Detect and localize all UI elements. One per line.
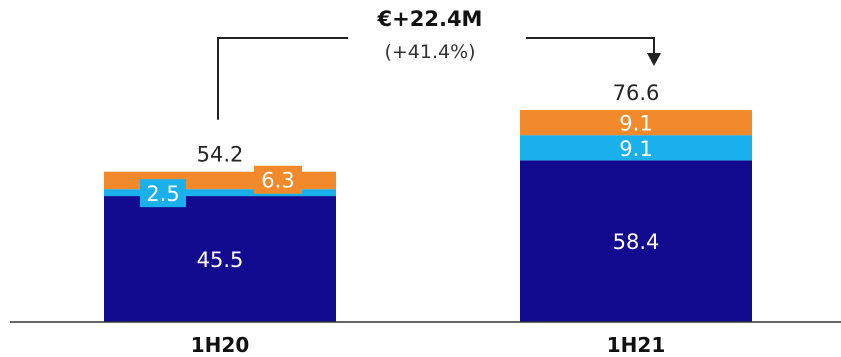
segment-label-1h20-base: 45.5 — [197, 248, 244, 272]
bar-1h20-base-segment — [104, 196, 336, 322]
total-label-1h21: 76.6 — [613, 81, 660, 105]
segment-label-1h20-top: 6.3 — [261, 169, 294, 193]
bar-1h21-top-segment — [520, 110, 752, 136]
segment-callout-box-1h20-mid — [140, 179, 186, 208]
bars-group: 45.5 2.5 6.3 58.4 9.19.1 — [104, 110, 752, 322]
segment-label-1h20-mid: 2.5 — [146, 182, 179, 206]
bar-1h21-base-segment — [520, 160, 752, 322]
segment-label-1h21-mid: 9.1 — [619, 137, 652, 161]
category-label-1h21: 1H21 — [607, 333, 666, 357]
category-label-1h20: 1H20 — [191, 333, 250, 357]
segment-label-1h21-top: 9.1 — [619, 112, 652, 136]
delta-annotation: €+22.4M (+41.4%) — [217, 7, 661, 120]
delta-arrowhead — [647, 53, 661, 66]
category-labels-group: 1H20 1H21 — [191, 333, 666, 357]
bar-1h20-mid-segment — [104, 189, 336, 197]
segment-callout-box-1h20-top — [254, 165, 302, 194]
delta-connector-line-right — [526, 37, 655, 54]
delta-percent: (+41.4%) — [384, 41, 475, 63]
bar-1h21-mid-segment — [520, 135, 752, 161]
delta-value: €+22.4M — [377, 7, 483, 31]
totals-group: 54.2 76.6 — [197, 81, 660, 167]
delta-connector-line — [217, 37, 348, 120]
total-label-1h20: 54.2 — [197, 143, 244, 167]
segment-label-1h21-base: 58.4 — [613, 230, 660, 254]
